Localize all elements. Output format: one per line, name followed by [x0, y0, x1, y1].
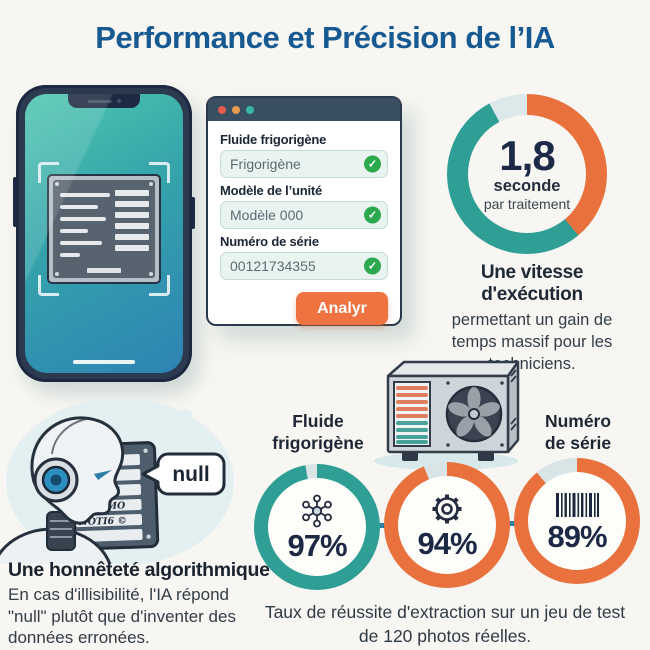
plate-line — [60, 241, 102, 245]
scan-form-window: Fluide frigorigène Frigorigène ✓ Modèle … — [206, 96, 402, 326]
nameplate-surface — [53, 180, 155, 278]
phone-mockup — [13, 85, 195, 382]
plate-line — [60, 253, 80, 257]
plate-bar — [115, 201, 149, 207]
form-body: Fluide frigorigène Frigorigène ✓ Modèle … — [208, 121, 400, 325]
speed-line: permettant un gain de — [451, 311, 613, 329]
speed-line: temps massif pour les — [451, 333, 613, 351]
plate-bar — [115, 190, 149, 196]
camera-icon — [116, 99, 121, 103]
fluide-label: Fluide frigorigène — [220, 132, 327, 147]
scan-corner-icon — [149, 162, 170, 183]
serie-input[interactable]: 00121734355 ✓ — [220, 252, 388, 280]
analyze-button[interactable]: Analyr — [296, 292, 388, 325]
honesty-line: données erronées. — [8, 628, 150, 647]
caption-line: Taux de réussite d'extraction sur un jeu… — [264, 602, 626, 622]
window-dot-yellow[interactable] — [232, 105, 240, 114]
molecule-icon — [302, 494, 332, 527]
modele-value: Modèle 000 — [230, 207, 304, 223]
serie-label: Numéro de série — [220, 234, 319, 249]
plate-bar — [87, 268, 121, 273]
speed-description: Une vitesse d'exécution permettant un ga… — [430, 262, 634, 375]
plate-bar — [115, 212, 149, 218]
robot-illustration: WN/ / N ODTIMO NOTI6 © null — [0, 398, 234, 564]
accuracy-caption: Taux de réussite d'extraction sur un jeu… — [235, 600, 650, 648]
scan-corner-icon — [149, 275, 170, 296]
nameplate-photo — [47, 174, 161, 284]
speed-unit: seconde — [493, 177, 561, 196]
phone-screen — [25, 94, 183, 373]
robot-eye — [94, 470, 112, 480]
percent-value: 97% — [287, 527, 347, 563]
window-titlebar — [208, 98, 400, 121]
barcode-icon — [556, 492, 599, 517]
speed-value: 1,8 — [499, 131, 555, 179]
accuracy-donut-fluide: 97% — [254, 464, 380, 590]
window-dot-green[interactable] — [246, 105, 254, 114]
plate-line — [60, 217, 106, 221]
accuracy-donut-serie: 89% — [514, 458, 640, 584]
screw-icon — [149, 182, 153, 186]
scan-frame — [38, 162, 170, 296]
modele-input[interactable]: Modèle 000 ✓ — [220, 201, 388, 229]
field-modele: Modèle de l’unité Modèle 000 ✓ — [220, 183, 388, 229]
speech-bubble: null — [141, 452, 226, 496]
speed-heading: Une vitesse d'exécution — [480, 262, 584, 305]
accuracy-donut-modele: 94% — [384, 462, 510, 588]
plate-line — [60, 205, 98, 209]
gear-icon — [432, 494, 462, 523]
page-title: Performance et Précision de l’IA — [95, 20, 555, 55]
robot-head — [0, 416, 125, 564]
label-line: Numéro — [544, 411, 612, 431]
screw-icon — [149, 272, 153, 276]
honesty-paragraph: En cas d'illisibilité, l'IA répond "null… — [8, 584, 258, 649]
plate-line — [60, 193, 110, 197]
plate-bar — [115, 245, 149, 251]
screw-icon — [55, 272, 59, 276]
label-fluide-frigorigene: Fluide frigorigène — [248, 410, 388, 454]
window-dot-red[interactable] — [218, 105, 226, 114]
plate-bar — [115, 223, 149, 229]
honesty-heading: Une honnêteté algorithmique — [8, 559, 270, 581]
percent-value: 94% — [417, 525, 477, 561]
plate-line — [60, 229, 88, 233]
field-fluide: Fluide frigorigène Frigorigène ✓ — [220, 132, 388, 178]
scan-corner-icon — [38, 275, 59, 296]
ac-unit-illustration — [374, 360, 520, 470]
percent-value: 89% — [547, 518, 607, 554]
label-numero-serie: Numéro de série — [508, 410, 648, 454]
honesty-line: "null" plutôt que d'inventer des — [8, 606, 236, 626]
field-serie: Numéro de série 00121734355 ✓ — [220, 234, 388, 280]
honesty-line: En cas d'illisibilité, l'IA répond — [8, 585, 229, 604]
label-line: frigorigène — [272, 433, 364, 453]
null-bubble-text: null — [172, 463, 209, 486]
fluide-value: Frigorigène — [230, 156, 301, 172]
label-line: Fluide — [292, 411, 344, 431]
screw-icon — [55, 182, 59, 186]
check-icon: ✓ — [364, 155, 381, 173]
phone-notch — [68, 94, 140, 108]
speaker-icon — [87, 99, 112, 103]
donut-center: 97% — [268, 478, 366, 576]
serie-value: 00121734355 — [230, 258, 316, 274]
fluide-input[interactable]: Frigorigène ✓ — [220, 150, 388, 178]
speed-donut-center: 1,8 seconde par traitement — [468, 115, 586, 233]
speed-donut-chart: 1,8 seconde par traitement — [447, 94, 607, 254]
donut-center: 89% — [528, 472, 626, 570]
speed-per-label: par traitement — [483, 196, 571, 213]
donut-center: 94% — [398, 476, 496, 574]
scan-corner-icon — [38, 162, 59, 183]
plate-bar — [115, 234, 149, 240]
modele-label: Modèle de l’unité — [220, 183, 323, 198]
home-indicator[interactable] — [73, 360, 135, 364]
check-icon: ✓ — [364, 206, 381, 224]
caption-line: de 120 photos réelles. — [358, 626, 532, 646]
label-line: de série — [544, 433, 612, 453]
blob-dot — [179, 409, 193, 423]
check-icon: ✓ — [364, 257, 381, 275]
